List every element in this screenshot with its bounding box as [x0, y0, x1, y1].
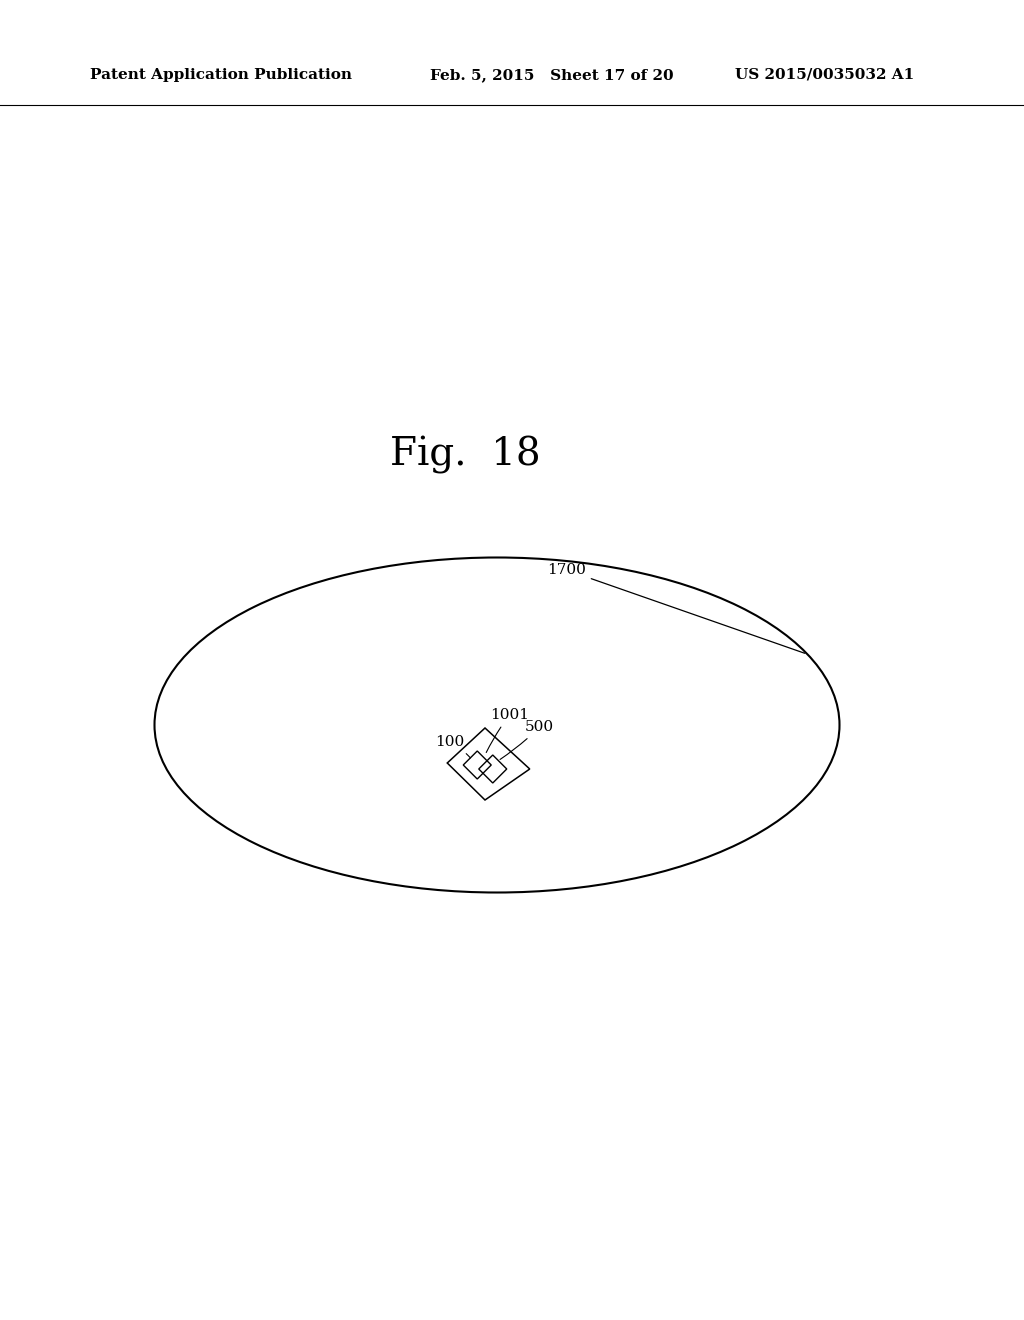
Text: 1700: 1700	[547, 564, 805, 653]
Text: US 2015/0035032 A1: US 2015/0035032 A1	[735, 69, 914, 82]
Text: 1001: 1001	[486, 708, 529, 752]
Text: Patent Application Publication: Patent Application Publication	[90, 69, 352, 82]
Text: Fig.  18: Fig. 18	[390, 436, 541, 474]
Text: 100: 100	[435, 735, 470, 758]
Text: Feb. 5, 2015   Sheet 17 of 20: Feb. 5, 2015 Sheet 17 of 20	[430, 69, 674, 82]
Text: 500: 500	[500, 719, 554, 759]
